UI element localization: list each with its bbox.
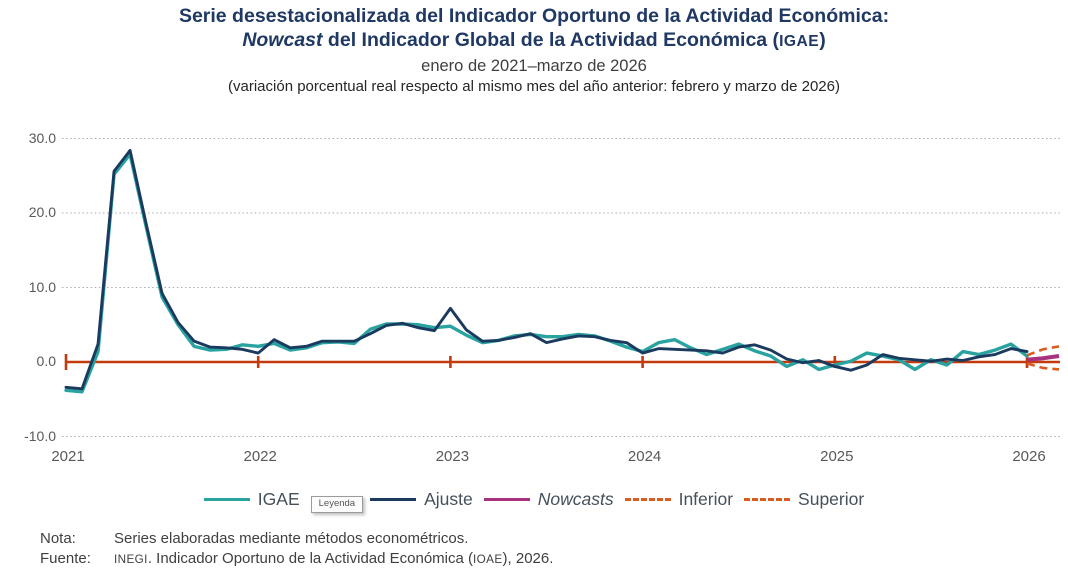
x-axis-tick-label: 2026 xyxy=(1012,448,1046,465)
y-axis-tick-label: -10.0 xyxy=(24,427,56,444)
fuente-label: Fuente: xyxy=(40,550,91,567)
inferior-forecast-line xyxy=(1026,362,1060,371)
leyenda-tooltip: Leyenda xyxy=(310,496,364,513)
legend-item-ajuste[interactable]: Ajuste xyxy=(370,489,473,510)
chart-header: Serie desestacionalizada del Indicador O… xyxy=(0,5,1068,96)
y-axis-tick-label: 10.0 xyxy=(28,278,56,295)
legend-item-igae[interactable]: IGAE xyxy=(203,489,300,510)
chart-subtitle-period: enero de 2021–marzo de 2026 xyxy=(421,56,647,75)
nota-text: Series elaboradas mediante métodos econo… xyxy=(114,530,469,547)
legend-item-inferior[interactable]: Inferior xyxy=(624,489,734,510)
legend-superior-line-sample xyxy=(744,498,791,501)
legend-label-superior: Superior xyxy=(798,489,865,509)
chart-descriptor: (variación porcentual real respecto al m… xyxy=(228,77,840,95)
nowcasts-forecast-line xyxy=(1026,354,1060,362)
ajuste-series-line xyxy=(64,148,1029,391)
fuente-text: INEGI. Indicador Oportuno de la Activida… xyxy=(114,549,553,570)
title-line2-close: ) xyxy=(819,28,826,51)
legend-label-inferior: Inferior xyxy=(678,489,734,509)
source-row: Fuente: INEGI. Indicador Oportuno de la … xyxy=(40,549,553,570)
x-axis-tick-label: 2022 xyxy=(243,448,277,465)
fuente-text-end: ), 2026. xyxy=(502,550,554,567)
y-axis-tick-label: 30.0 xyxy=(28,129,56,146)
igae-series-line xyxy=(64,152,1029,394)
title-nowcast-word: Nowcast xyxy=(242,28,323,51)
title-line2-rest: del Indicador Global de la Actividad Eco… xyxy=(322,28,780,51)
superior-forecast-line xyxy=(1026,345,1060,357)
legend-item-nowcasts[interactable]: Nowcasts xyxy=(483,489,614,510)
legend-igae-line-sample xyxy=(203,498,250,501)
fuente-ioae-acronym: IOAE xyxy=(473,553,503,566)
page-title-line2: Nowcast del Indicador Global de la Activ… xyxy=(0,29,1068,53)
title-igae-acronym: IGAE xyxy=(779,32,820,50)
chart-notes: Nota: Series elaboradas mediante métodos… xyxy=(40,529,553,570)
x-axis-tick-label: 2023 xyxy=(435,448,470,465)
x-axis-tick-label: 2021 xyxy=(51,448,85,465)
y-axis-tick-label: 0.0 xyxy=(36,353,56,369)
y-axis-tick-label: 20.0 xyxy=(28,204,56,220)
page-title-line1: Serie desestacionalizada del Indicador O… xyxy=(178,5,890,27)
x-axis-tick-label: 2024 xyxy=(627,448,662,465)
legend-ajuste-line-sample xyxy=(370,498,417,501)
fuente-inegi-acronym: INEGI xyxy=(114,553,148,566)
legend-label-ajuste: Ajuste xyxy=(424,489,473,509)
legend-inferior-line-sample xyxy=(624,498,671,501)
legend-item-superior[interactable]: Superior xyxy=(744,489,864,510)
chart-legend: IGAE Leyenda Ajuste Nowcasts Inferior Superio… xyxy=(0,489,1068,513)
fuente-text-mid: . Indicador Oportuno de la Actividad Eco… xyxy=(147,550,474,567)
legend-nowcasts-line-sample xyxy=(483,498,530,501)
nota-label: Nota: xyxy=(40,530,76,547)
x-axis-tick-label: 2025 xyxy=(820,448,854,465)
note-row: Nota: Series elaboradas mediante métodos… xyxy=(40,529,553,549)
legend-label-nowcasts: Nowcasts xyxy=(537,489,614,509)
legend-label-igae: IGAE xyxy=(257,489,300,509)
